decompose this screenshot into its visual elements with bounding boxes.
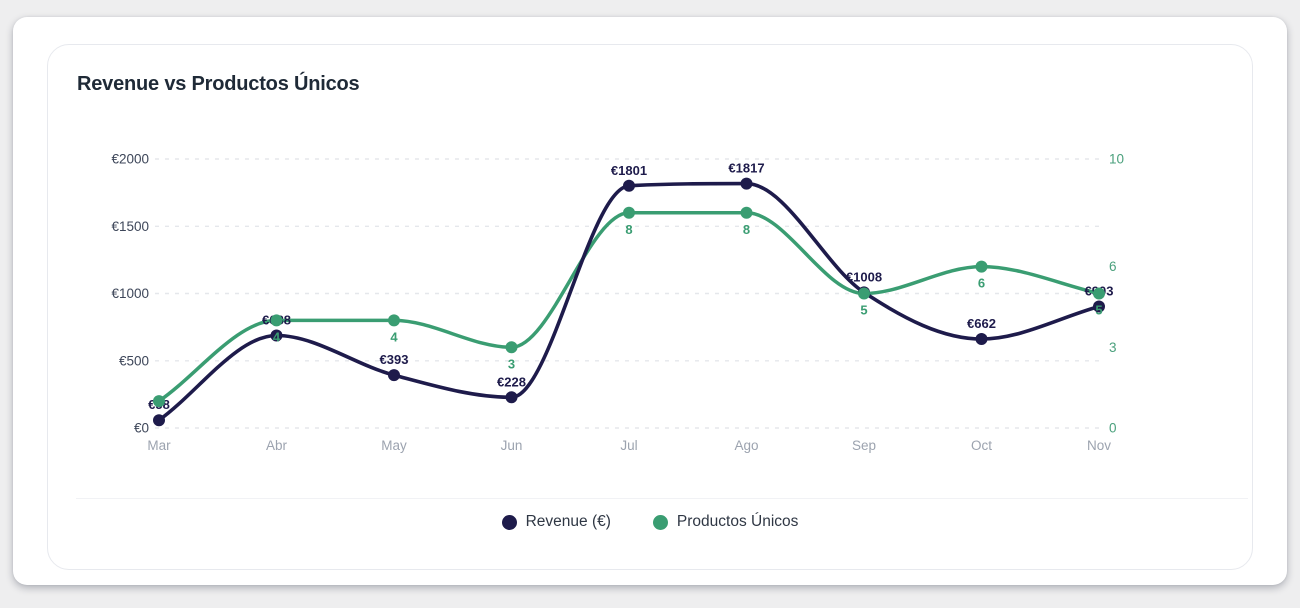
svg-text:€0: €0 (134, 421, 149, 436)
svg-text:€1500: €1500 (111, 219, 149, 234)
svg-text:0: 0 (1109, 421, 1117, 436)
left-axis-labels: €0 €500 €1000 €1500 €2000 (111, 152, 149, 436)
svg-text:6: 6 (978, 276, 985, 291)
right-axis-labels: 0 3 6 10 (1109, 152, 1124, 436)
chart-card: Revenue vs Productos Únicos €0 €500 €1000 €… (47, 44, 1253, 570)
x-axis-labels: Mar Abr May Jun Jul Ago Sep Oct Nov (147, 438, 1111, 453)
productos-series-dot-icon (652, 514, 668, 530)
productos-point-labels: 4 4 3 8 8 5 6 5 (273, 222, 1103, 371)
revenue-point-labels: €58€688€393€228€1801€1817€1008€662€903 (148, 161, 1113, 413)
svg-text:Ago: Ago (734, 438, 758, 453)
productos-points (153, 206, 1105, 408)
svg-text:€393: €393 (380, 352, 409, 367)
productos-line (157, 211, 1101, 403)
revenue-line (157, 181, 1101, 422)
legend-item-revenue[interactable]: Revenue (€) (501, 513, 611, 531)
svg-text:4: 4 (273, 329, 281, 344)
svg-text:€500: €500 (119, 353, 149, 368)
content-card: Revenue vs Productos Únicos €0 €500 €1000 €… (13, 17, 1287, 585)
svg-text:Sep: Sep (852, 438, 876, 453)
svg-text:€662: €662 (967, 316, 996, 331)
svg-text:8: 8 (625, 222, 632, 237)
svg-text:4: 4 (390, 329, 398, 344)
svg-text:3: 3 (1109, 340, 1117, 355)
legend-label-revenue: Revenue (€) (525, 513, 611, 530)
svg-text:3: 3 (508, 356, 515, 371)
revenue-points (153, 177, 1105, 427)
svg-text:5: 5 (860, 303, 867, 318)
svg-text:€1000: €1000 (111, 286, 149, 301)
line-chart-canvas[interactable]: €0 €500 €1000 €1500 €2000 0 3 6 10 Mar Abr May Jun Ju… (76, 141, 1136, 471)
svg-text:€2000: €2000 (111, 152, 149, 167)
svg-text:8: 8 (743, 222, 750, 237)
chart-legend: Revenue (€) Productos Únicos (48, 513, 1252, 531)
legend-divider (76, 498, 1248, 499)
svg-text:10: 10 (1109, 152, 1124, 167)
legend-item-productos[interactable]: Productos Únicos (652, 513, 799, 531)
revenue-series-dot-icon (501, 514, 517, 530)
svg-text:Oct: Oct (971, 438, 992, 453)
svg-text:€1008: €1008 (846, 269, 882, 284)
grid-lines (155, 158, 1105, 429)
svg-text:€1801: €1801 (611, 163, 647, 178)
svg-text:€1817: €1817 (728, 161, 764, 176)
svg-text:5: 5 (1095, 303, 1102, 318)
chart-title: Revenue vs Productos Únicos (77, 73, 360, 95)
svg-text:Jun: Jun (501, 438, 523, 453)
svg-text:Abr: Abr (266, 438, 288, 453)
svg-text:Nov: Nov (1087, 438, 1111, 453)
svg-text:€228: €228 (497, 374, 526, 389)
revenue-products-chart[interactable]: €0 €500 €1000 €1500 €2000 0 3 6 10 Mar Abr May Jun Ju… (76, 141, 1136, 471)
svg-text:Mar: Mar (147, 438, 171, 453)
svg-text:6: 6 (1109, 259, 1117, 274)
legend-label-productos: Productos Únicos (676, 513, 799, 530)
svg-text:May: May (381, 438, 407, 453)
svg-text:Jul: Jul (620, 438, 637, 453)
